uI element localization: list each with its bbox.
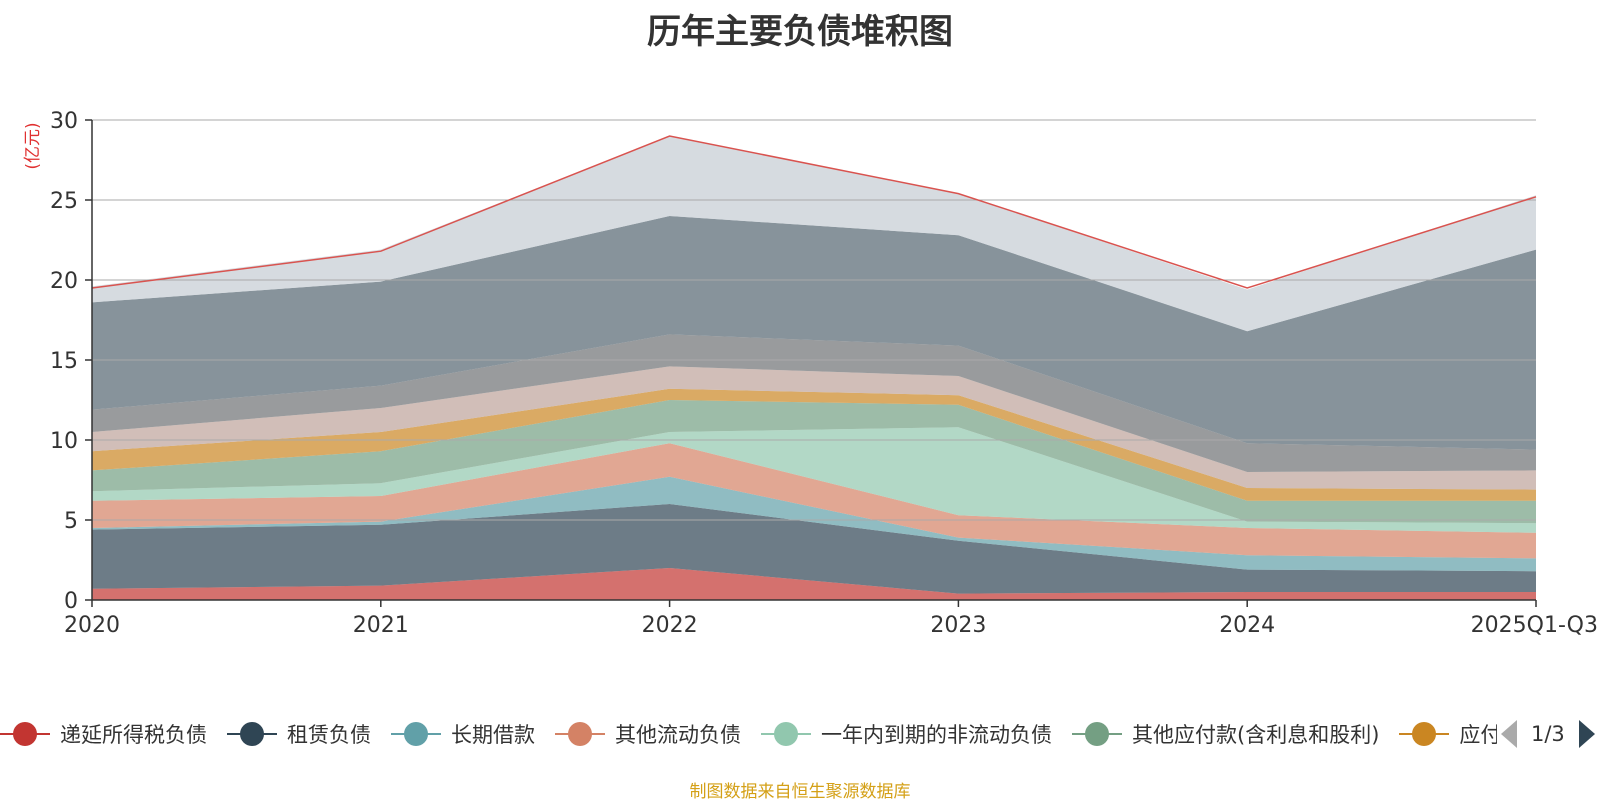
legend-prev-page-button[interactable]: [1501, 720, 1517, 748]
legend-label: 长期借款: [451, 723, 535, 747]
y-tick-label-3: 15: [50, 349, 78, 374]
legend-item-3[interactable]: 其他流动负债: [555, 719, 741, 749]
legend-marker-icon: [1399, 722, 1450, 746]
legend-label: 一年内到期的非流动负债: [821, 723, 1052, 747]
legend-item-4[interactable]: 一年内到期的非流动负债: [761, 719, 1052, 749]
legend-dot-icon: [1085, 722, 1109, 746]
area-series-8: [92, 334, 1536, 472]
y-tick-label-5: 25: [50, 189, 78, 214]
area-series-5: [92, 400, 1536, 524]
area-series-10: [92, 136, 1536, 332]
legend-item-1[interactable]: 租赁负债: [227, 719, 371, 749]
x-tick-label-2: 2022: [642, 613, 698, 638]
area-series-4: [92, 427, 1536, 533]
legend-marker-icon: [1072, 722, 1122, 746]
area-series-0: [92, 568, 1536, 600]
legend-marker-icon: [227, 722, 277, 746]
legend-dot-icon: [13, 722, 37, 746]
area-series-1: [92, 504, 1536, 594]
legend-dot-icon: [568, 722, 592, 746]
legend-page-indicator: 1/3: [1531, 722, 1565, 746]
x-tick-label-5: 2025Q1-Q3: [1471, 613, 1598, 638]
area-series-3: [92, 443, 1536, 559]
x-tick-label-1: 2021: [353, 613, 409, 638]
y-tick-label-2: 10: [50, 429, 78, 454]
legend-dot-icon: [774, 722, 798, 746]
legend-next-page-button[interactable]: [1578, 720, 1595, 748]
legend-dot-icon: [1412, 722, 1437, 746]
total-line: [91, 135, 1537, 289]
area-series-6: [92, 388, 1536, 501]
legend-item-2[interactable]: 长期借款: [391, 719, 535, 749]
legend-marker-icon: [555, 722, 605, 746]
legend-label: 其他应付款(含利息和股利): [1132, 723, 1380, 747]
source-note: 制图数据来自恒生聚源数据库: [689, 782, 911, 802]
y-tick-label-4: 20: [50, 269, 78, 294]
y-tick-label-0: 0: [64, 589, 78, 614]
x-tick-label-0: 2020: [64, 613, 120, 638]
legend-item-0[interactable]: 递延所得税负债: [0, 719, 207, 749]
legend-marker-icon: [761, 722, 811, 746]
legend: 递延所得税负债 租赁负债 长期借款 其他流动负债 一年内到期的非流动负债 其他应付款(含利…: [0, 712, 1600, 756]
y-tick-label-6: 30: [50, 109, 78, 134]
x-tick-label-4: 2024: [1219, 613, 1275, 638]
legend-label: 租赁负债: [287, 723, 371, 747]
legend-label: 递延所得税负债: [60, 723, 207, 747]
chart-title: 历年主要负债堆积图: [647, 12, 953, 52]
y-tick-label-1: 5: [64, 509, 78, 534]
area-series-7: [92, 366, 1536, 490]
area-series-2: [92, 476, 1536, 572]
x-tick-label-3: 2023: [930, 613, 986, 638]
legend-pager: 1/3: [1497, 712, 1600, 756]
y-axis-unit-label: (亿元): [23, 122, 43, 169]
area-series-9: [92, 216, 1536, 450]
legend-marker-icon: [391, 722, 441, 746]
legend-item-5[interactable]: 其他应付款(含利息和股利): [1072, 719, 1379, 749]
legend-label: 其他流动负债: [615, 723, 741, 747]
legend-dot-icon: [240, 722, 264, 746]
legend-dot-icon: [404, 722, 428, 746]
legend-marker-icon: [0, 722, 50, 746]
